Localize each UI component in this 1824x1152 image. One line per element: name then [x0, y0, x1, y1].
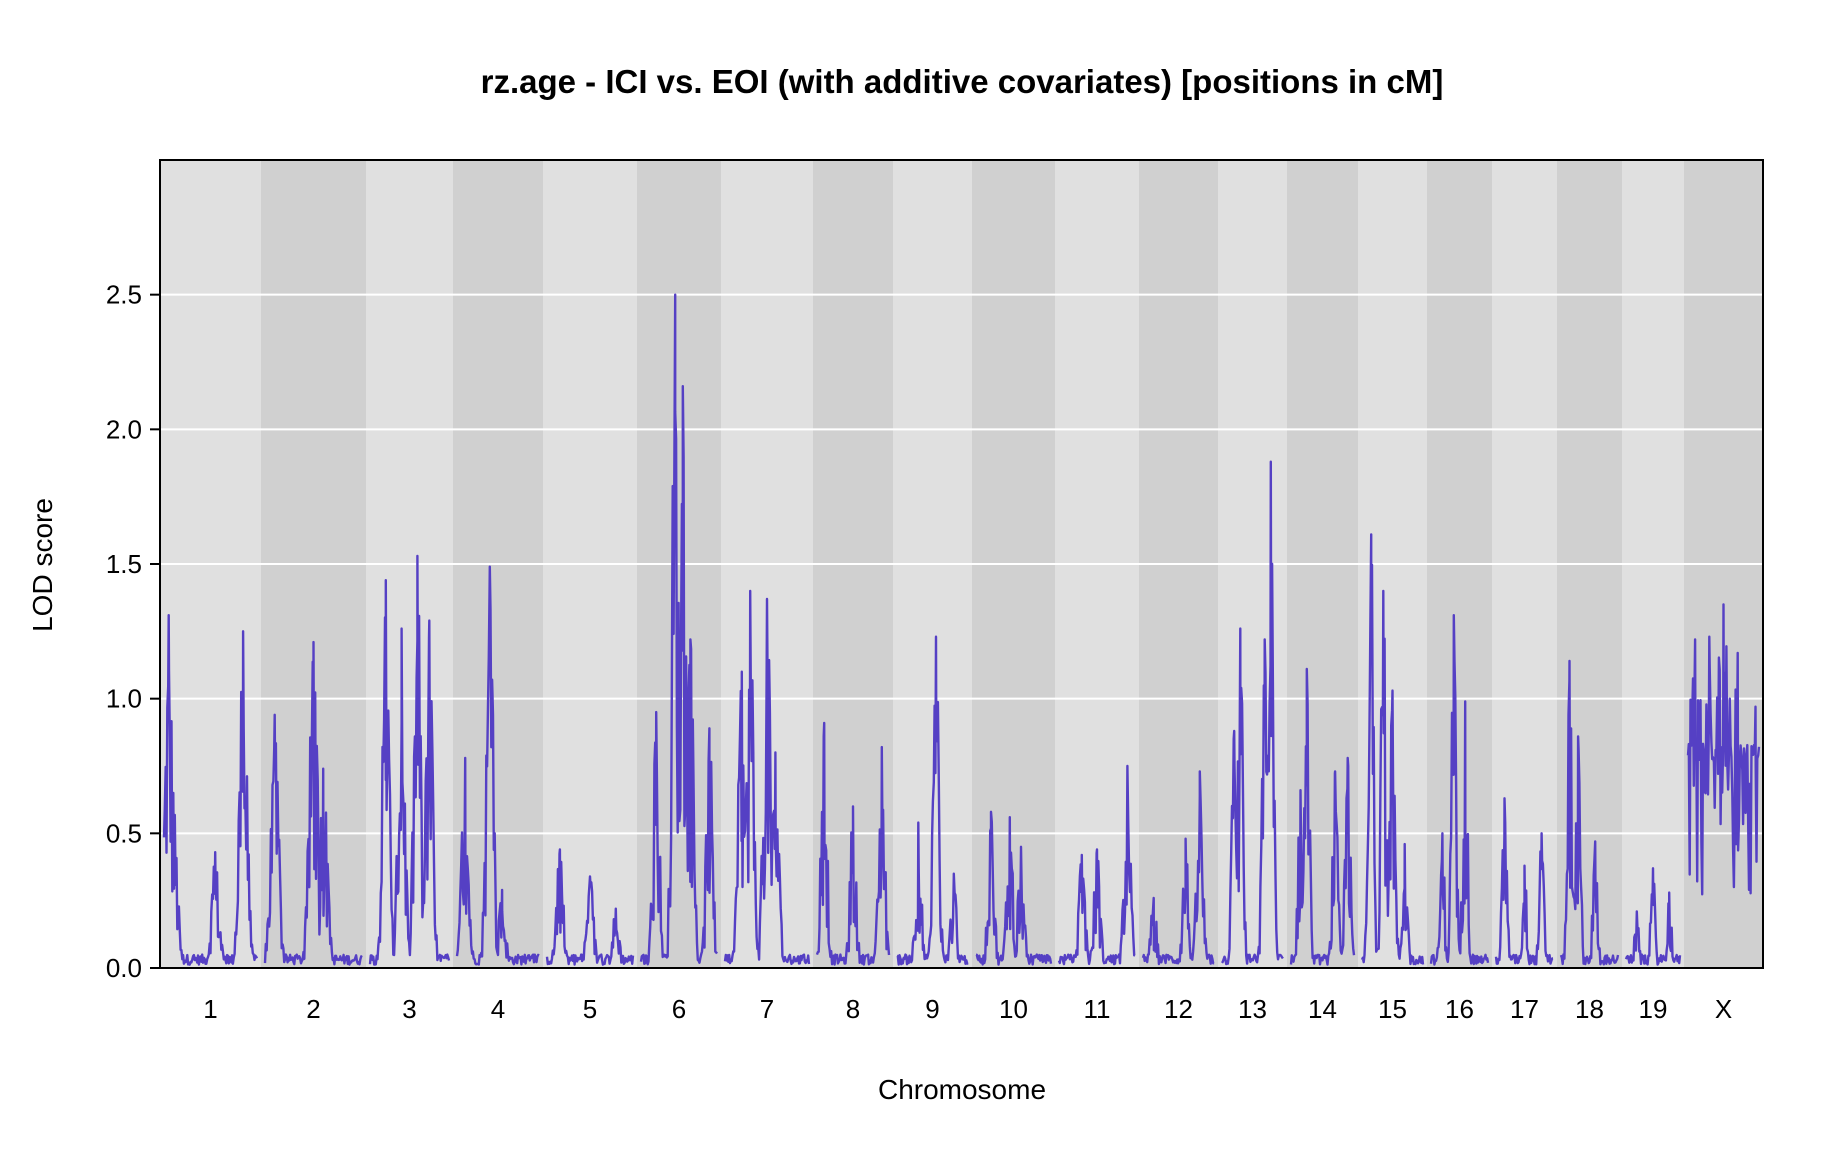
x-tick-label-chr-6: 6 — [672, 994, 686, 1024]
y-tick-label: 2.0 — [106, 414, 142, 444]
x-tick-label-chr-9: 9 — [925, 994, 939, 1024]
lod-series — [162, 293, 1761, 966]
lod-trace-chr-8 — [815, 721, 891, 966]
x-tick-label-chr-5: 5 — [583, 994, 597, 1024]
lod-trace-chr-17 — [1494, 797, 1554, 966]
lod-trace-chr-6 — [639, 293, 718, 966]
x-tick-label-chr-4: 4 — [491, 994, 505, 1024]
lod-trace-chr-13 — [1221, 460, 1284, 966]
lod-trace-chr-5 — [545, 848, 635, 966]
y-tick-label: 0.0 — [106, 953, 142, 983]
lod-trace-chr-3 — [368, 554, 451, 966]
x-tick-label-chr-3: 3 — [402, 994, 416, 1024]
lod-trace-chr-2 — [263, 640, 363, 966]
lod-trace-chr-4 — [455, 565, 540, 966]
x-tick-label-chr-10: 10 — [999, 994, 1028, 1024]
chart-title: rz.age - ICI vs. EOI (with additive cova… — [481, 63, 1444, 100]
x-tick-label-chr-16: 16 — [1445, 994, 1474, 1024]
x-tick-label-chr-8: 8 — [846, 994, 860, 1024]
x-tick-label-chr-11: 11 — [1084, 994, 1111, 1024]
plot-area — [159, 159, 1764, 969]
y-tick-label: 0.5 — [106, 818, 142, 848]
x-tick-label-chr-19: 19 — [1639, 994, 1668, 1024]
lod-trace-chr-X — [1686, 603, 1761, 896]
y-tick-label: 1.5 — [106, 549, 142, 579]
lod-trace-chr-14 — [1289, 667, 1356, 966]
x-tick-label-chr-1: 1 — [203, 994, 217, 1024]
lod-trace-chr-9 — [896, 635, 969, 966]
x-tick-label-chr-14: 14 — [1308, 994, 1337, 1024]
lod-trace-chr-18 — [1559, 659, 1620, 966]
x-tick-label-chr-13: 13 — [1238, 994, 1267, 1024]
x-axis-label: Chromosome — [878, 1074, 1046, 1105]
y-axis: 0.0 0.5 1.0 1.5 2.0 2.5 — [106, 280, 160, 983]
x-tick-label-chr-18: 18 — [1575, 994, 1604, 1024]
x-tick-label-chr-2: 2 — [306, 994, 320, 1024]
x-axis: 1 2 3 4 5 6 7 8 9 10 11 12 13 14 15 16 17 18 19 X — [203, 994, 1732, 1024]
x-tick-label-chr-15: 15 — [1378, 994, 1407, 1024]
y-tick-label: 1.0 — [106, 684, 142, 714]
lod-trace-chr-7 — [723, 589, 811, 966]
x-tick-label-chr-17: 17 — [1510, 994, 1539, 1024]
x-tick-label-chr-X: X — [1715, 994, 1732, 1024]
lod-trace-chr-19 — [1624, 867, 1682, 966]
y-tick-label: 2.5 — [106, 280, 142, 310]
y-axis-label: LOD score — [27, 498, 58, 632]
x-tick-label-chr-12: 12 — [1164, 994, 1193, 1024]
x-tick-label-chr-7: 7 — [760, 994, 774, 1024]
lod-trace-chr-1 — [162, 614, 259, 966]
lod-trace-chr-11 — [1057, 764, 1136, 966]
lod-trace-chr-12 — [1141, 770, 1215, 966]
lod-trace-chr-10 — [975, 810, 1053, 966]
lod-trace-chr-15 — [1360, 533, 1425, 966]
lod-trace-chr-16 — [1429, 614, 1490, 966]
